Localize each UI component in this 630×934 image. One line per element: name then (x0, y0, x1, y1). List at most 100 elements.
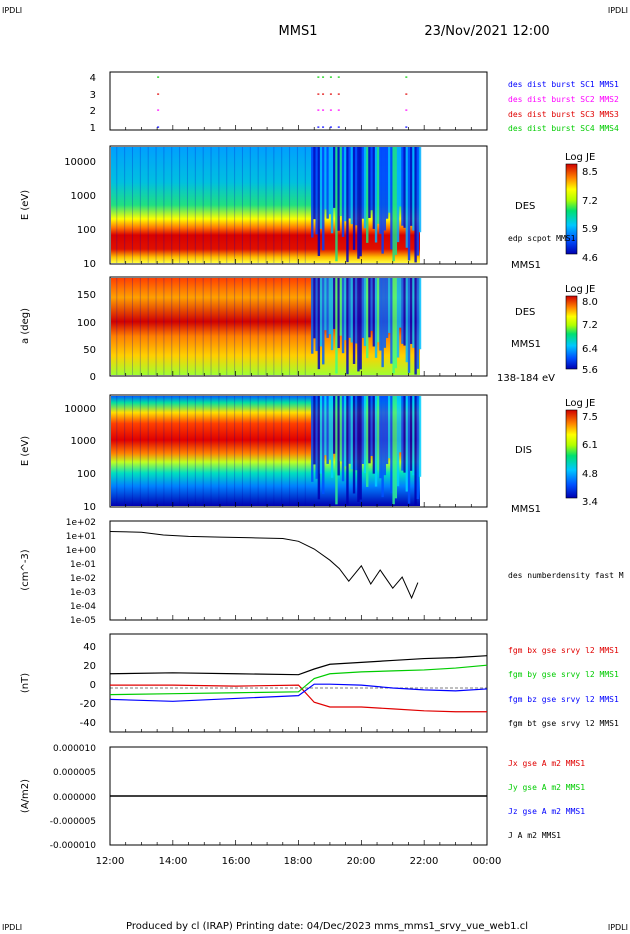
spectrogram-column (388, 147, 391, 213)
burst-marker (329, 76, 332, 78)
burst-marker (322, 76, 325, 78)
spectrogram-column (171, 278, 173, 375)
fgm-series-line (109, 683, 488, 702)
spectrogram-column (410, 147, 413, 226)
spectrogram-column (317, 278, 321, 370)
burst-marker (157, 126, 160, 128)
spectrogram-column (372, 278, 376, 347)
spectrogram-column (147, 147, 149, 263)
spectrogram-column (202, 278, 204, 375)
spectrogram-column (234, 396, 236, 506)
spectrogram-column (186, 278, 188, 375)
fgm-legend-by: fgm by gse srvy l2 MMS1 (508, 670, 619, 679)
spectrogram-column (396, 278, 400, 358)
spectrogram-column (249, 278, 251, 375)
spectrogram-column (218, 147, 220, 263)
burst-ytick: 2 (90, 106, 96, 117)
burst-marker (329, 126, 332, 128)
plot-datetime: 23/Nov/2021 12:00 (424, 24, 549, 39)
spectrogram-column (368, 396, 371, 464)
spectrogram-column (210, 278, 212, 375)
spectrogram-column (394, 147, 398, 255)
spectrogram-column (131, 278, 133, 375)
spectrogram-column (322, 396, 325, 494)
spectrogram-column (139, 147, 141, 263)
spectrogram-column (401, 278, 404, 344)
current-ytick: 0.000000 (53, 793, 96, 803)
spectrogram-column (346, 147, 349, 263)
x-tick-label: 16:00 (222, 856, 251, 867)
burst-marker (405, 76, 408, 78)
spectrogram-column (344, 147, 347, 222)
spectrogram-column (194, 278, 196, 375)
spectrogram-column (116, 396, 118, 506)
burst-ytick: 3 (90, 90, 96, 101)
x-tick-label: 22:00 (410, 856, 439, 867)
burst-marker (317, 76, 320, 78)
spectrogram-column (330, 147, 334, 234)
des-energy-scpot-label: edp scpot MMS1 (508, 234, 576, 243)
spectrogram-column (390, 147, 393, 250)
spectrogram-column (210, 147, 212, 263)
des-pitch-colorbar-tick: 7.2 (582, 320, 598, 331)
des-pitch-instrument-label: DES (515, 307, 535, 318)
burst-legend-sc1: des dist burst SC1 MMS1 (508, 80, 619, 89)
spectrogram-column (344, 278, 347, 341)
des-energy-ytick: 10 (83, 259, 96, 270)
spectrogram-column (273, 147, 275, 263)
spectrogram-column (407, 278, 411, 373)
spectrogram-column (359, 147, 362, 257)
des-energy-colorbar-tick: 5.9 (582, 224, 598, 235)
spectrogram-column (357, 278, 360, 372)
des-pitch-spacecraft-label: MMS1 (511, 339, 541, 350)
current-ytick: 0.000010 (53, 744, 96, 754)
dis-energy-colorbar-tick: 4.8 (582, 469, 598, 480)
spectrogram-column (392, 147, 395, 262)
spectrogram-column (330, 396, 334, 478)
spectrogram-column (361, 396, 365, 464)
spectrogram-column (392, 396, 395, 505)
spectrogram-column (289, 147, 291, 263)
des-pitch-colorbar (565, 295, 578, 370)
spectrogram-column (311, 147, 314, 238)
spectrogram-column (186, 147, 188, 263)
spectrogram-column (337, 147, 340, 231)
corner-label-top-right: IPDLI (608, 6, 628, 15)
spectrogram-column (414, 396, 417, 506)
spectrogram-column (350, 396, 354, 470)
spectrogram-column (412, 396, 415, 476)
spectrogram-column (265, 396, 267, 506)
spectrogram-column (350, 278, 354, 343)
spectrogram-column (333, 278, 336, 329)
spectrogram-column (322, 278, 325, 365)
footer-credit: Produced by cl (IRAP) Printing date: 04/… (126, 921, 528, 932)
spectrogram-column (281, 396, 283, 506)
spectrogram-column (363, 396, 367, 474)
spectrogram-column (370, 147, 373, 211)
spectrogram-column (139, 278, 141, 375)
density-ytick: 1e-02 (70, 574, 96, 584)
spectrogram-column (179, 278, 181, 375)
density-ytick: 1e+02 (66, 518, 96, 528)
current-ytick: 0.000005 (53, 768, 96, 778)
spectrogram-column (381, 278, 384, 368)
spectrogram-column (379, 278, 382, 351)
spectrogram-column (319, 396, 323, 474)
spectrogram-column (324, 396, 327, 456)
burst-marker (317, 93, 320, 95)
spectrogram-column (399, 396, 402, 453)
spectrogram-column (296, 396, 298, 506)
spectrogram-column (241, 278, 243, 375)
burst-marker (329, 93, 332, 95)
spectrogram-column (124, 396, 126, 506)
spectrogram-column (363, 147, 367, 229)
spectrogram-column (350, 147, 354, 225)
spectrogram-column (366, 278, 369, 359)
spectrogram-column (273, 396, 275, 506)
spectrogram-column (337, 278, 340, 349)
spectrogram-column (202, 147, 204, 263)
spectrogram-column (405, 396, 409, 492)
spectrogram-column (418, 396, 422, 477)
corner-label-bottom-left: IPDLI (2, 923, 22, 932)
fgm-series-line (110, 684, 487, 713)
